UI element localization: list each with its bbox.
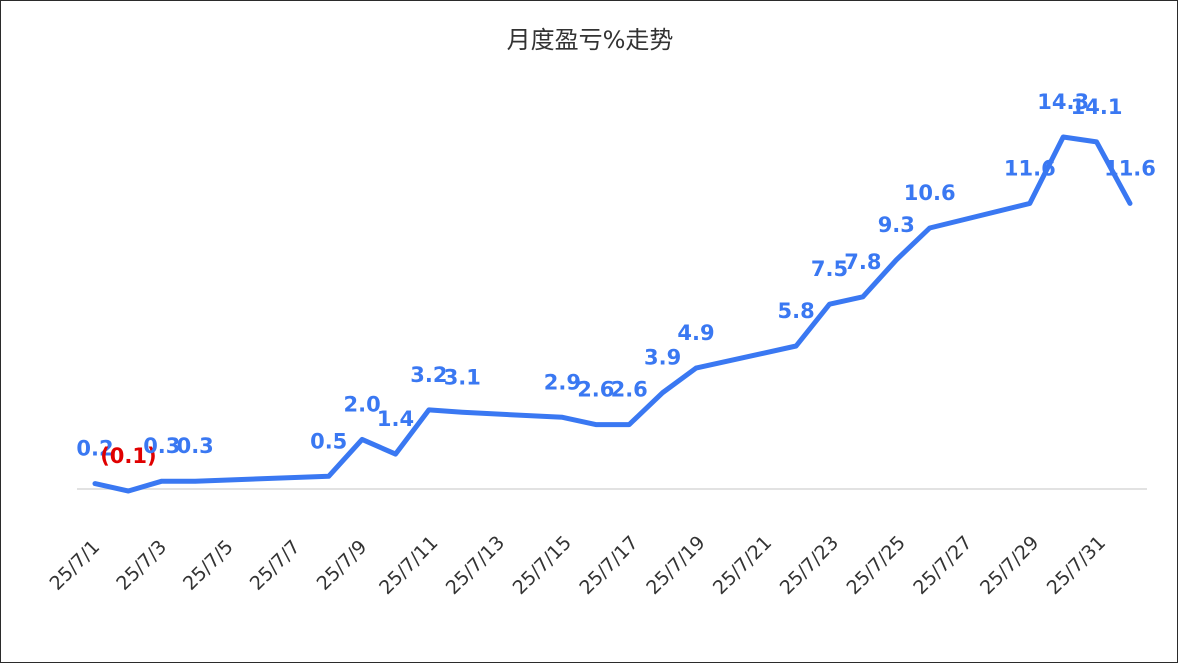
drop-lines [94,137,1131,489]
data-label: (0.1) [100,444,156,468]
data-label: 14.1 [1071,95,1123,119]
x-tick-labels: 25/7/1 25/7/3 25/7/5 25/7/7 25/7/9 25/7/11 25/… [45,532,1110,599]
data-label: 2.0 [343,392,380,416]
x-tick-label: 25/7/27 [909,532,976,599]
data-label: 2.9 [544,370,581,394]
x-tick-label: 25/7/23 [776,532,843,599]
data-label: 0.5 [310,429,347,453]
x-tick-label: 25/7/5 [179,536,238,595]
data-label: 7.8 [844,250,881,274]
x-tick-label: 25/7/9 [313,536,372,595]
x-tick-label: 25/7/17 [575,532,642,599]
data-label: 0.3 [177,434,214,458]
data-label: 11.6 [1104,156,1156,180]
data-label: 11.6 [1004,156,1056,180]
data-label: 10.6 [904,181,956,205]
x-tick-label: 25/7/29 [976,532,1043,599]
x-tick-label: 25/7/1 [45,536,104,595]
x-tick-label: 25/7/13 [442,532,509,599]
x-tick-label: 25/7/15 [509,532,576,599]
chart-title: 月度盈亏%走势 [507,26,674,54]
x-tick-label: 25/7/7 [246,536,305,595]
x-tick-label: 25/7/11 [375,532,442,599]
data-label: 1.4 [377,407,414,431]
data-label: 3.9 [644,346,681,370]
data-label: 3.1 [444,365,481,389]
data-labels: 0.2(0.1)0.30.3 0.52.01.43.23.1 2.92.62.63.… [76,90,1156,468]
data-label: 0.3 [143,434,180,458]
data-label: 5.8 [777,299,814,323]
data-label: 0.2 [76,437,113,461]
data-label: 2.6 [611,378,648,402]
x-tick-label: 25/7/25 [842,532,909,599]
x-tick-label: 25/7/3 [112,536,171,595]
data-label: 3.2 [410,363,447,387]
x-tick-label: 25/7/31 [1043,532,1110,599]
x-tick-label: 25/7/19 [642,532,709,599]
data-label: 4.9 [677,321,714,345]
data-label: 2.6 [577,378,614,402]
data-label: 7.5 [811,257,848,281]
data-label: 9.3 [878,213,915,237]
x-tick-label: 25/7/21 [709,532,776,599]
data-label: 14.3 [1037,90,1089,114]
series-line [92,134,1133,494]
